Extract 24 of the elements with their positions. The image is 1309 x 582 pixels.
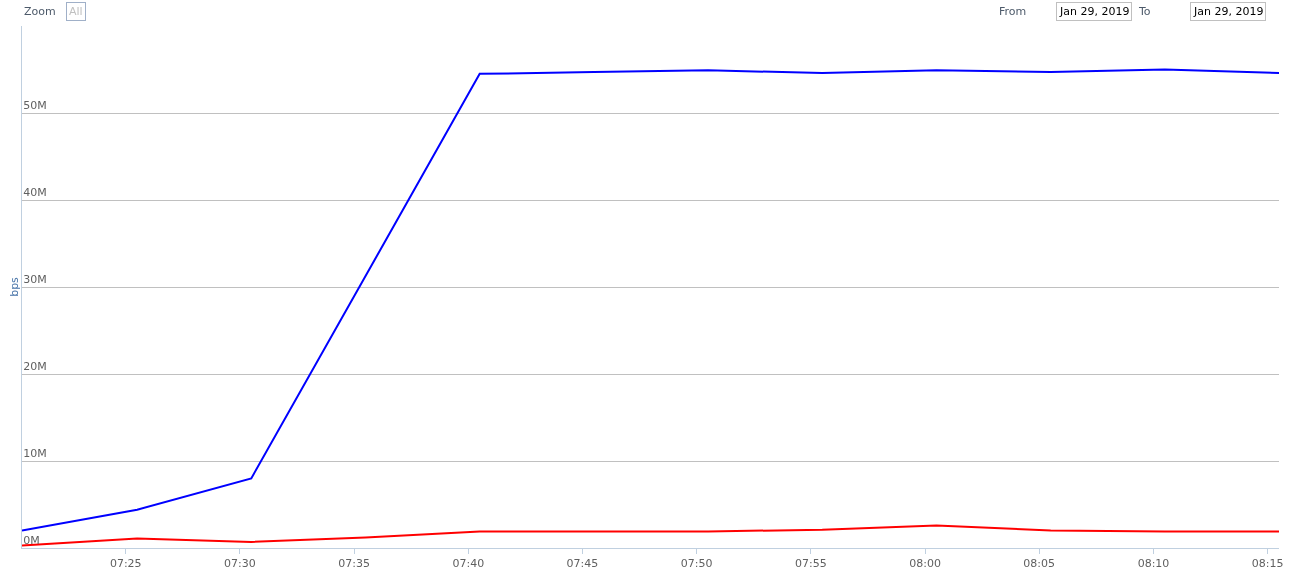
x-tick-label: 07:55 xyxy=(795,557,827,571)
text: Zoom xyxy=(24,5,56,18)
text: To xyxy=(1138,5,1151,18)
y-axis-title: bps xyxy=(7,276,21,297)
x-tick-label: 07:50 xyxy=(680,557,713,571)
x-tick-label: 07:35 xyxy=(338,557,370,571)
y-tick-label: 50M xyxy=(23,99,47,113)
x-tick-label: 08:05 xyxy=(1023,557,1056,571)
text: From xyxy=(999,5,1027,18)
x-tick-label: 08:15 xyxy=(1251,557,1284,571)
x-tick-label: 07:40 xyxy=(452,557,485,571)
x-tick-label: 08:00 xyxy=(909,557,941,571)
y-tick-label: 10M xyxy=(23,447,47,461)
text: Jan 29, 2019 xyxy=(1059,5,1130,18)
y-tick-label: 40M xyxy=(23,186,47,200)
y-tick-label: 30M xyxy=(23,273,47,287)
x-tick-label: 07:25 xyxy=(109,557,142,571)
x-tick-label: 07:30 xyxy=(224,557,256,571)
x-tick-label: 07:45 xyxy=(566,557,599,571)
x-tick-label: 08:10 xyxy=(1137,557,1170,571)
y-tick-label: 0M xyxy=(23,534,40,548)
y-tick-label: 20M xyxy=(23,360,47,374)
text: All xyxy=(69,5,83,18)
text: Jan 29, 2019 xyxy=(1193,5,1264,18)
